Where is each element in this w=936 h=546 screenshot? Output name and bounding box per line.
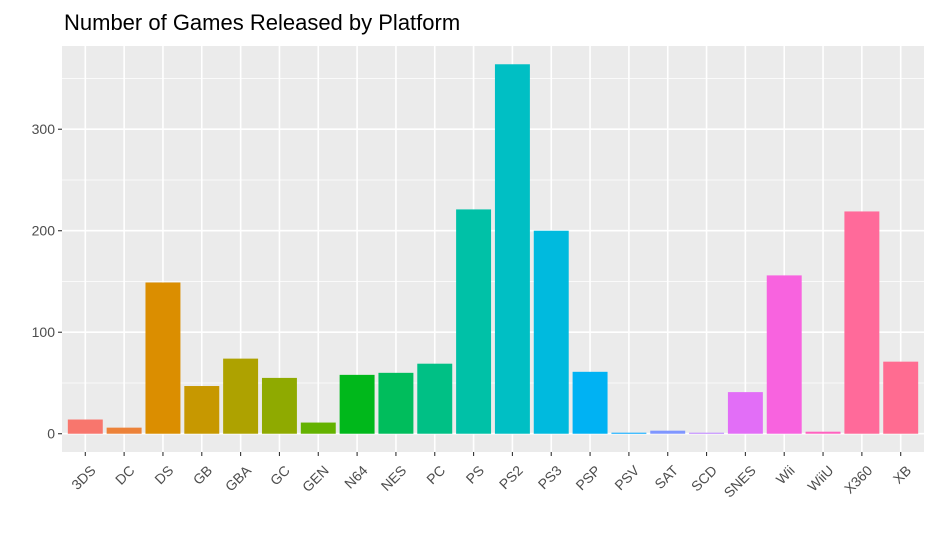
bar-gen <box>300 422 336 434</box>
y-tick-label: 200 <box>32 223 56 239</box>
bar-ds <box>145 282 181 434</box>
bar-snes <box>727 392 763 434</box>
bar-xb <box>883 361 919 434</box>
bar-gba <box>223 358 259 434</box>
bar-x360 <box>844 211 880 434</box>
y-tick-label: 300 <box>32 121 56 137</box>
bar-3ds <box>67 419 103 434</box>
bar-pc <box>417 363 453 434</box>
bar-ps2 <box>494 64 530 434</box>
y-tick-label: 100 <box>32 324 56 340</box>
bars <box>67 64 919 434</box>
y-tick-label: 0 <box>47 426 55 442</box>
bar-sat <box>650 430 686 434</box>
bar-ps3 <box>533 230 569 434</box>
bar-psp <box>572 371 608 434</box>
bar-wii <box>766 275 802 434</box>
bar-dc <box>106 427 142 434</box>
bar-wiiu <box>805 431 841 434</box>
y-axis: 0 100 200 300 <box>32 121 62 442</box>
chart-title: Number of Games Released by Platform <box>64 10 460 35</box>
bar-nes <box>378 372 414 434</box>
bar-gb <box>184 386 220 434</box>
bar-gc <box>261 377 297 434</box>
bar-psv <box>611 432 647 434</box>
bar-scd <box>689 432 725 434</box>
bar-ps <box>456 209 492 434</box>
bar-n64 <box>339 374 375 434</box>
